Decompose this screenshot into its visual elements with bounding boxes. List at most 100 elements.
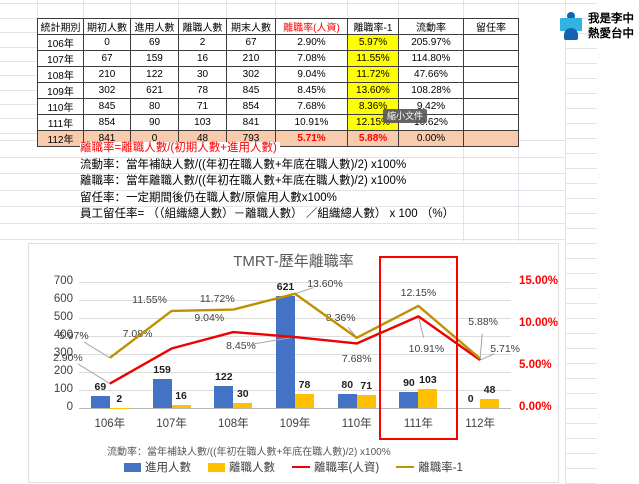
plot-gridline xyxy=(79,318,511,319)
shrink-document-tooltip: 縮小文件 xyxy=(383,109,428,123)
table-cell[interactable]: 210 xyxy=(226,50,276,67)
column-header[interactable]: 離職率(人資) xyxy=(275,18,348,35)
table-cell[interactable]: 9.04% xyxy=(275,66,348,83)
column-header[interactable]: 留任率 xyxy=(463,18,519,35)
table-cell[interactable]: 112年 xyxy=(37,130,84,147)
column-header[interactable]: 期初人數 xyxy=(83,18,131,35)
table-cell[interactable]: 107年 xyxy=(37,50,84,67)
table-cell[interactable] xyxy=(463,82,519,99)
table-cell[interactable]: 854 xyxy=(83,114,131,131)
bar-hired xyxy=(337,393,357,408)
table-cell[interactable]: 845 xyxy=(83,98,131,115)
table-cell[interactable]: 67 xyxy=(83,50,131,67)
table-cell[interactable]: 114.80% xyxy=(398,50,464,67)
legend-item[interactable]: 進用人數 xyxy=(124,459,191,475)
table-cell[interactable]: 103 xyxy=(178,114,227,131)
turnover-chart[interactable]: TMRT-歷年離職率 0 100 200 300 400 500 600 700 0.00% 5.… xyxy=(28,243,559,483)
table-cell[interactable]: 841 xyxy=(226,114,276,131)
formula-note-staff-retention: 員工留任率= （（組織總人數）－離職人數） ／組織總人數） x 100 （%） xyxy=(80,206,458,223)
chart-footnote: 流動率：當年補缺人數/((年初在職人數+年底在職人數)/2) x100% xyxy=(107,447,391,458)
table-cell[interactable]: 11.55% xyxy=(347,50,399,67)
legend-item[interactable]: 離職率-1 xyxy=(396,459,463,475)
table-cell[interactable]: 108年 xyxy=(37,66,84,83)
table-cell[interactable]: 302 xyxy=(226,66,276,83)
line-value-label: 13.60% xyxy=(307,277,343,290)
bar-value-label: 71 xyxy=(360,380,373,393)
table-cell[interactable]: 7.08% xyxy=(275,50,348,67)
table-cell[interactable]: 7.68% xyxy=(275,98,348,115)
table-cell[interactable]: 621 xyxy=(130,82,179,99)
table-cell[interactable] xyxy=(463,34,519,51)
presenter-head xyxy=(567,12,575,20)
table-cell[interactable]: 10.91% xyxy=(275,114,348,131)
line-value-label: 7.68% xyxy=(341,353,372,366)
table-cell[interactable]: 111年 xyxy=(37,114,84,131)
table-cell[interactable] xyxy=(463,66,519,83)
bar-value-label: 78 xyxy=(298,378,311,391)
table-cell[interactable]: 47.66% xyxy=(398,66,464,83)
table-cell[interactable] xyxy=(463,114,519,131)
bar-value-label: 16 xyxy=(175,390,187,403)
table-cell[interactable]: 108.28% xyxy=(398,82,464,99)
left-axis-tick: 200 xyxy=(53,365,73,377)
right-axis-tick: 0.00% xyxy=(519,401,552,413)
plot-gridline xyxy=(79,354,511,355)
table-cell[interactable]: 210 xyxy=(83,66,131,83)
presenter-torso xyxy=(564,28,578,40)
legend-label: 離職率-1 xyxy=(418,462,463,474)
table-cell[interactable]: 0 xyxy=(83,34,131,51)
bar-hired xyxy=(152,379,172,408)
legend-swatch xyxy=(208,462,226,472)
table-cell[interactable]: 13.60% xyxy=(347,82,399,99)
table-cell[interactable]: 854 xyxy=(226,98,276,115)
right-axis-tick: 10.00% xyxy=(519,317,559,329)
table-cell[interactable] xyxy=(463,50,519,67)
table-cell[interactable]: 302 xyxy=(83,82,131,99)
badge-line-1: 我是李中 xyxy=(588,13,634,25)
bar-value-label: 90 xyxy=(403,376,415,389)
table-cell[interactable]: 11.72% xyxy=(347,66,399,83)
legend-item[interactable]: 離職率(人資) xyxy=(292,459,379,475)
category-label: 109年 xyxy=(279,418,311,430)
table-cell[interactable]: 71 xyxy=(178,98,227,115)
column-header[interactable]: 進用人數 xyxy=(130,18,179,35)
table-cell[interactable] xyxy=(463,130,519,147)
line-value-label: 10.91% xyxy=(408,343,445,356)
table-cell[interactable]: 69 xyxy=(130,34,179,51)
left-axis-tick: 500 xyxy=(53,311,73,323)
table-cell[interactable]: 159 xyxy=(130,50,179,67)
table-cell[interactable]: 16 xyxy=(178,50,227,67)
column-header[interactable]: 離職人數 xyxy=(178,18,227,35)
column-header[interactable]: 離職率-1 xyxy=(347,18,399,35)
column-header[interactable]: 期末人數 xyxy=(226,18,276,35)
column-header[interactable]: 統計期別 xyxy=(37,18,84,35)
table-cell[interactable]: 2 xyxy=(178,34,227,51)
category-label: 110年 xyxy=(341,418,372,430)
table-cell[interactable]: 110年 xyxy=(37,98,84,115)
table-cell[interactable]: 2.90% xyxy=(275,34,348,51)
table-cell[interactable]: 30 xyxy=(178,66,227,83)
table-cell[interactable]: 8.45% xyxy=(275,82,348,99)
table-cell[interactable]: 5.97% xyxy=(347,34,399,51)
bar-departed xyxy=(295,393,314,408)
table-cell[interactable]: 205.97% xyxy=(398,34,464,51)
bar-value-label: 621 xyxy=(276,281,295,294)
table-cell[interactable]: 80 xyxy=(130,98,179,115)
table-cell[interactable]: 5.88% xyxy=(347,130,399,147)
table-row: 111年 854 90 103 841 10.91% 12.15% 10.62% xyxy=(37,114,519,131)
table-cell[interactable]: 90 xyxy=(130,114,179,131)
table-cell[interactable]: 78 xyxy=(178,82,227,99)
table-cell[interactable]: 109年 xyxy=(37,82,84,99)
profile-badge[interactable]: 我是李中 熱愛台中 xyxy=(560,12,634,42)
table-cell[interactable]: 106年 xyxy=(37,34,84,51)
table-row: 107年 67 159 16 210 7.08% 11.55% 114.80% xyxy=(37,50,519,67)
table-cell[interactable] xyxy=(463,98,519,115)
legend-item[interactable]: 離職人數 xyxy=(208,459,275,475)
column-header[interactable]: 流動率 xyxy=(398,18,464,35)
turnover-summary-table: 統計期別 期初人數 進用人數 離職人數 期末人數 離職率(人資) 離職率-1 流動率 留任率 10… xyxy=(37,18,519,147)
table-cell[interactable]: 0.00% xyxy=(398,130,464,147)
table-cell[interactable]: 845 xyxy=(226,82,276,99)
table-cell[interactable]: 67 xyxy=(226,34,276,51)
table-cell[interactable]: 122 xyxy=(130,66,179,83)
